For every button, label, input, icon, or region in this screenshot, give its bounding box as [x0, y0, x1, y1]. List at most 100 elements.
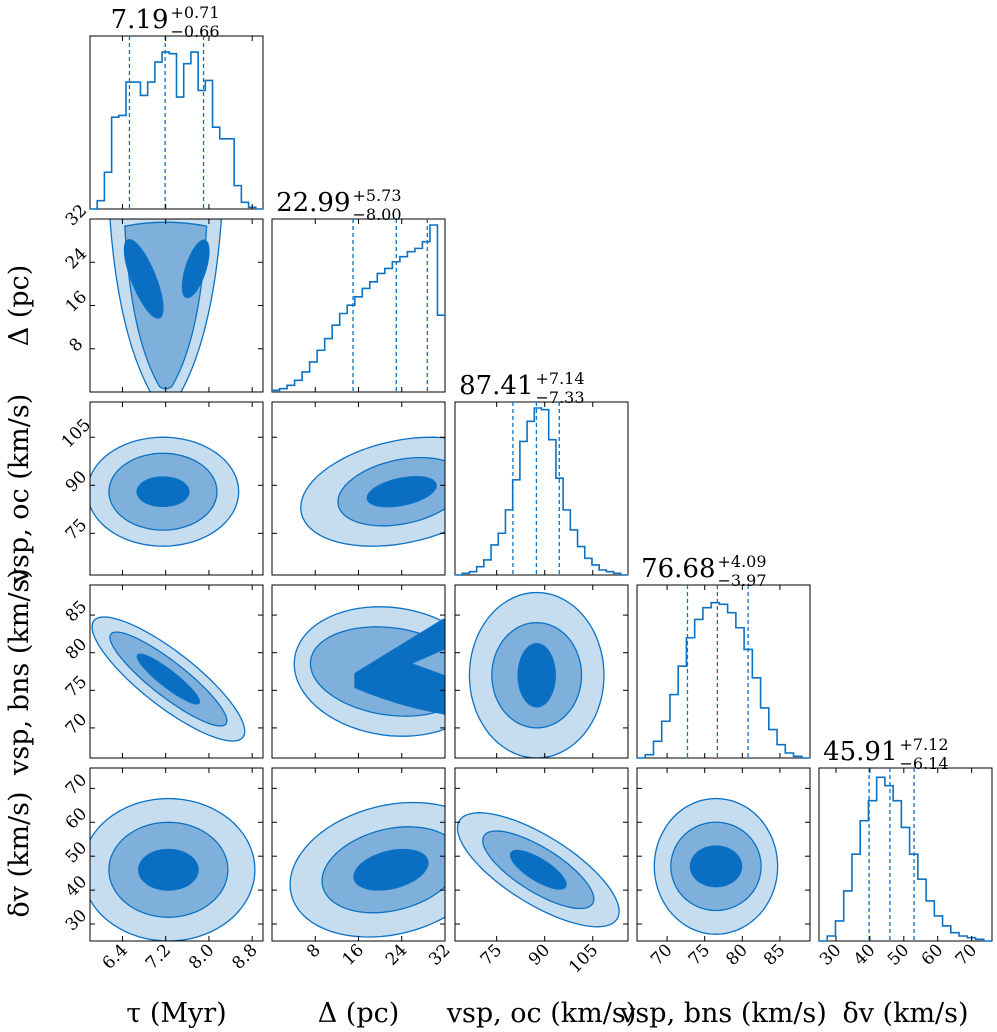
contour-level-3: [366, 476, 437, 508]
contour-panel-tau-vsp_oc: [89, 401, 264, 576]
contour-panel-delta-vsp_bns: [271, 584, 446, 759]
y-axis-label-delta: Δ (pc): [4, 265, 35, 347]
y-tick-label-dv: 50: [62, 838, 91, 867]
x-tick-label-delta: 32: [425, 940, 454, 969]
title-median-vsp_bns: 76.68: [641, 554, 715, 584]
hist-panel-tau: 7.19 +0.71−0.66: [89, 3, 264, 210]
title-median-dv: 45.91: [823, 737, 897, 767]
x-tick-label-vsp_bns: 75: [685, 940, 714, 969]
panel-frame: [818, 767, 993, 942]
contour-level-3: [136, 476, 190, 508]
panel-frame: [454, 767, 629, 942]
x-tick-label-dv: 40: [850, 940, 879, 969]
title-plus-dv: +7.12: [900, 735, 949, 754]
y-axis-label-vsp_bns: vsp, bns (km/s): [4, 568, 35, 776]
x-tick-label-dv: 30: [816, 940, 845, 969]
title-plus-vsp_oc: +7.14: [536, 369, 585, 388]
x-tick-label-tau: 7.2: [142, 940, 175, 973]
x-tick-label-vsp_oc: 90: [525, 940, 554, 969]
y-tick-label-vsp_bns: 80: [62, 634, 91, 663]
y-tick-label-dv: 30: [62, 906, 91, 935]
x-tick-label-vsp_bns: 80: [722, 940, 751, 969]
contour-panel-vsp_bns-dv: [636, 767, 811, 942]
y-tick-label-vsp_bns: 75: [62, 672, 91, 701]
y-tick-label-delta: 24: [62, 244, 91, 273]
contour-panel-delta-vsp_oc: [271, 401, 446, 576]
histogram-vsp_oc: [455, 407, 628, 576]
x-tick-label-delta: 24: [382, 940, 411, 969]
y-tick-label-dv: 70: [62, 770, 91, 799]
contour-panel-delta-dv: [271, 767, 446, 942]
title-median-vsp_oc: 87.41: [459, 371, 533, 401]
title-minus-delta: −8.00: [353, 205, 402, 224]
contour-panel-tau-dv: [89, 767, 264, 942]
contour-level-3: [689, 845, 743, 888]
y-tick-label-delta: 32: [62, 201, 91, 230]
hist-panel-dv: 45.91 +7.12−6.14: [818, 735, 993, 942]
title-plus-delta: +5.73: [353, 186, 402, 205]
y-tick-label-delta: 8: [66, 334, 88, 356]
panel-frame: [89, 401, 264, 576]
y-tick-label-delta: 16: [62, 287, 91, 316]
x-axis-label-vsp_oc: vsp, oc (km/s): [446, 998, 637, 1029]
x-axis-label-tau: τ (Myr): [126, 998, 226, 1029]
y-tick-label-vsp_oc: 75: [62, 515, 91, 544]
contour-panel-tau-delta: [89, 218, 264, 393]
x-tick-label-tau: 8.8: [228, 940, 261, 973]
title-median-delta: 22.99: [276, 188, 350, 218]
title-median-tau: 7.19: [111, 5, 169, 35]
hist-panel-delta: 22.99 +5.73−8.00: [271, 186, 446, 393]
title-plus-tau: +0.71: [171, 3, 220, 22]
y-tick-label-vsp_bns: 85: [62, 597, 91, 626]
y-tick-label-dv: 60: [62, 804, 91, 833]
contour-panel-vsp_oc-vsp_bns: [454, 584, 629, 759]
title-plus-vsp_bns: +4.09: [718, 552, 767, 571]
x-tick-label-vsp_bns: 85: [760, 940, 789, 969]
panel-frame: [636, 767, 811, 942]
x-tick-label-vsp_bns: 70: [647, 940, 676, 969]
x-tick-label-tau: 6.4: [99, 940, 132, 973]
contour-level-3: [123, 239, 164, 319]
histogram-vsp_bns: [637, 601, 810, 759]
y-tick-label-vsp_bns: 70: [62, 710, 91, 739]
hist-panel-vsp_oc: 87.41 +7.14−7.33: [454, 369, 629, 576]
contour-level-3: [136, 653, 201, 705]
panel-frame: [454, 401, 629, 576]
contour-level-3: [509, 849, 567, 890]
title-minus-tau: −0.66: [171, 22, 220, 41]
contour-level-3: [354, 618, 445, 715]
title-minus-vsp_oc: −7.33: [536, 388, 585, 407]
histogram-dv: [819, 776, 992, 942]
panel-frame: [89, 767, 264, 942]
panel-frame: [454, 584, 629, 759]
y-axis-label-dv: δv (km/s): [4, 791, 35, 917]
y-axis-label-vsp_oc: vsp, oc (km/s): [4, 394, 35, 585]
x-tick-label-dv: 50: [884, 940, 913, 969]
y-tick-label-vsp_oc: 105: [58, 415, 95, 452]
contour-level-3: [353, 848, 429, 891]
histogram-tau: [90, 51, 263, 210]
title-minus-dv: −6.14: [900, 754, 949, 773]
x-tick-label-dv: 60: [918, 940, 947, 969]
contour-level-3: [517, 643, 556, 708]
panel-frame: [271, 218, 446, 393]
x-tick-label-vsp_oc: 75: [477, 940, 506, 969]
x-axis-label-dv: δv (km/s): [842, 998, 968, 1029]
contour-level-3: [181, 239, 210, 299]
y-tick-label-dv: 40: [62, 872, 91, 901]
panel-frame: [89, 584, 264, 759]
title-minus-vsp_bns: −3.97: [718, 571, 767, 590]
contour-level-3: [138, 848, 199, 891]
panel-frame: [636, 584, 811, 759]
x-tick-label-vsp_oc: 105: [565, 940, 602, 977]
hist-panel-vsp_bns: 76.68 +4.09−3.97: [636, 552, 811, 759]
contour-panel-tau-vsp_bns: [89, 584, 264, 759]
y-tick-label-vsp_oc: 90: [62, 467, 91, 496]
x-axis-label-vsp_bns: vsp, bns (km/s): [619, 998, 827, 1029]
x-tick-label-delta: 8: [303, 940, 325, 962]
histogram-delta: [271, 224, 445, 392]
contour-panel-vsp_oc-dv: [454, 767, 629, 942]
x-tick-label-dv: 70: [952, 940, 981, 969]
x-tick-label-delta: 16: [339, 940, 368, 969]
